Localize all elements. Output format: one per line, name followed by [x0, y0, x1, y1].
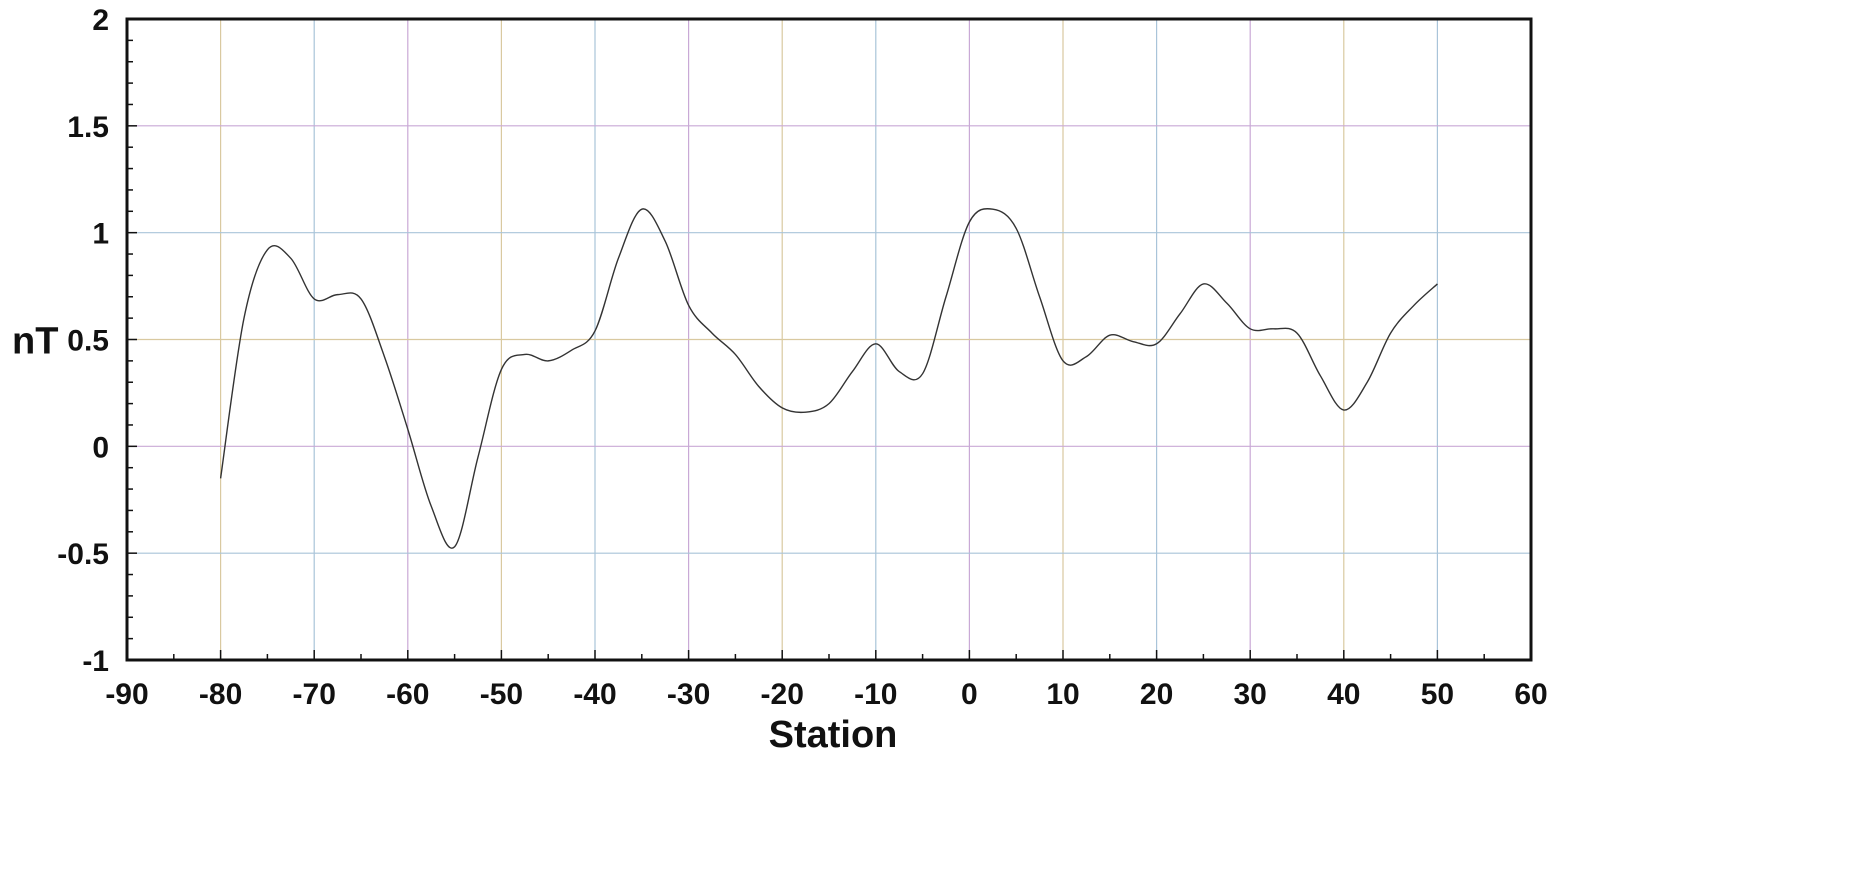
y-tick-label: 0: [92, 431, 109, 464]
x-tick-label: 50: [1421, 678, 1454, 711]
x-tick-label: -80: [199, 678, 242, 711]
x-tick-label: -70: [293, 678, 336, 711]
plot-area-frame: [125, 17, 1533, 662]
x-tick-label: 20: [1140, 678, 1173, 711]
x-tick-label: -40: [573, 678, 616, 711]
x-tick-label: 0: [961, 678, 978, 711]
y-tick-label: -1: [82, 645, 109, 678]
y-axis-tick-labels: -1 -0.5 0 0.5 1 1.5 2: [57, 4, 109, 678]
y-tick-label: 1.5: [67, 111, 109, 144]
series-group: [219, 207, 1438, 549]
y-axis-title: nT: [12, 321, 58, 363]
x-tick-label: -50: [480, 678, 523, 711]
x-tick-label: -90: [105, 678, 148, 711]
x-tick-label: -60: [386, 678, 429, 711]
series-line: [219, 207, 1438, 549]
y-tick-label: 0.5: [67, 325, 109, 358]
x-axis-tick-labels: -90 -80 -70 -60 -50 -40 -30 -20 -10 0 10 20 30 40 50 60: [105, 678, 1547, 711]
y-tick-label: -0.5: [57, 538, 109, 571]
x-axis-title: Station: [769, 714, 898, 756]
x-tick-label: 60: [1514, 678, 1547, 711]
y-tick-label: 2: [92, 4, 109, 37]
x-tick-label: -20: [761, 678, 804, 711]
x-tick-label: 10: [1046, 678, 1079, 711]
x-tick-label: 30: [1234, 678, 1267, 711]
x-tick-label: 40: [1327, 678, 1360, 711]
x-tick-label: -30: [667, 678, 710, 711]
grid-lines: [127, 19, 1531, 660]
x-tick-label: -10: [854, 678, 897, 711]
y-tick-label: 1: [92, 218, 109, 251]
